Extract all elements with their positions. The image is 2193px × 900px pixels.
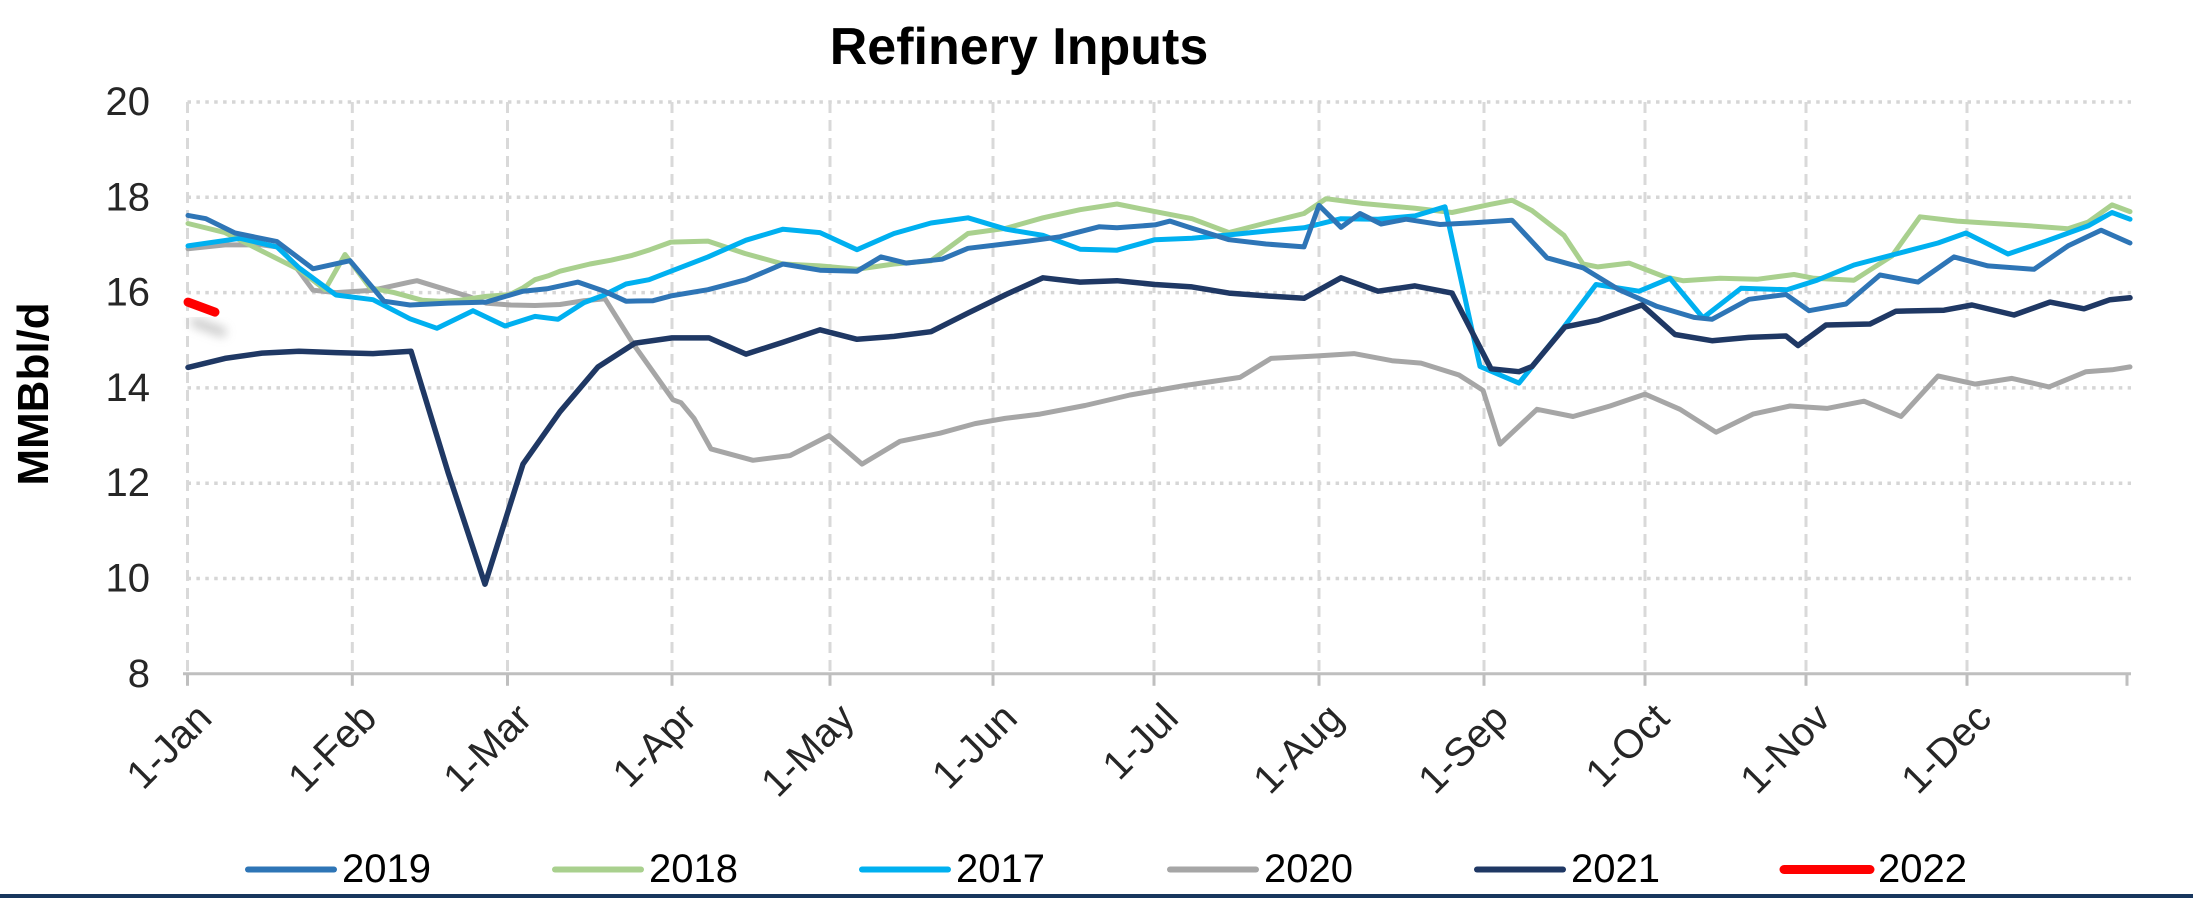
svg-text:2022: 2022 (1878, 847, 1967, 891)
svg-text:8: 8 (128, 652, 150, 696)
svg-text:16: 16 (106, 271, 151, 315)
svg-text:18: 18 (106, 175, 151, 219)
svg-text:20: 20 (106, 80, 151, 124)
svg-text:2020: 2020 (1264, 847, 1353, 891)
svg-text:Refinery Inputs: Refinery Inputs (830, 18, 1209, 76)
svg-text:MMBbl/d: MMBbl/d (9, 302, 58, 485)
svg-text:14: 14 (106, 366, 151, 410)
svg-text:2017: 2017 (956, 847, 1045, 891)
svg-text:2018: 2018 (649, 847, 738, 891)
svg-text:2019: 2019 (342, 847, 431, 891)
svg-text:10: 10 (106, 557, 151, 601)
svg-text:2021: 2021 (1571, 847, 1660, 891)
svg-text:12: 12 (106, 461, 151, 505)
